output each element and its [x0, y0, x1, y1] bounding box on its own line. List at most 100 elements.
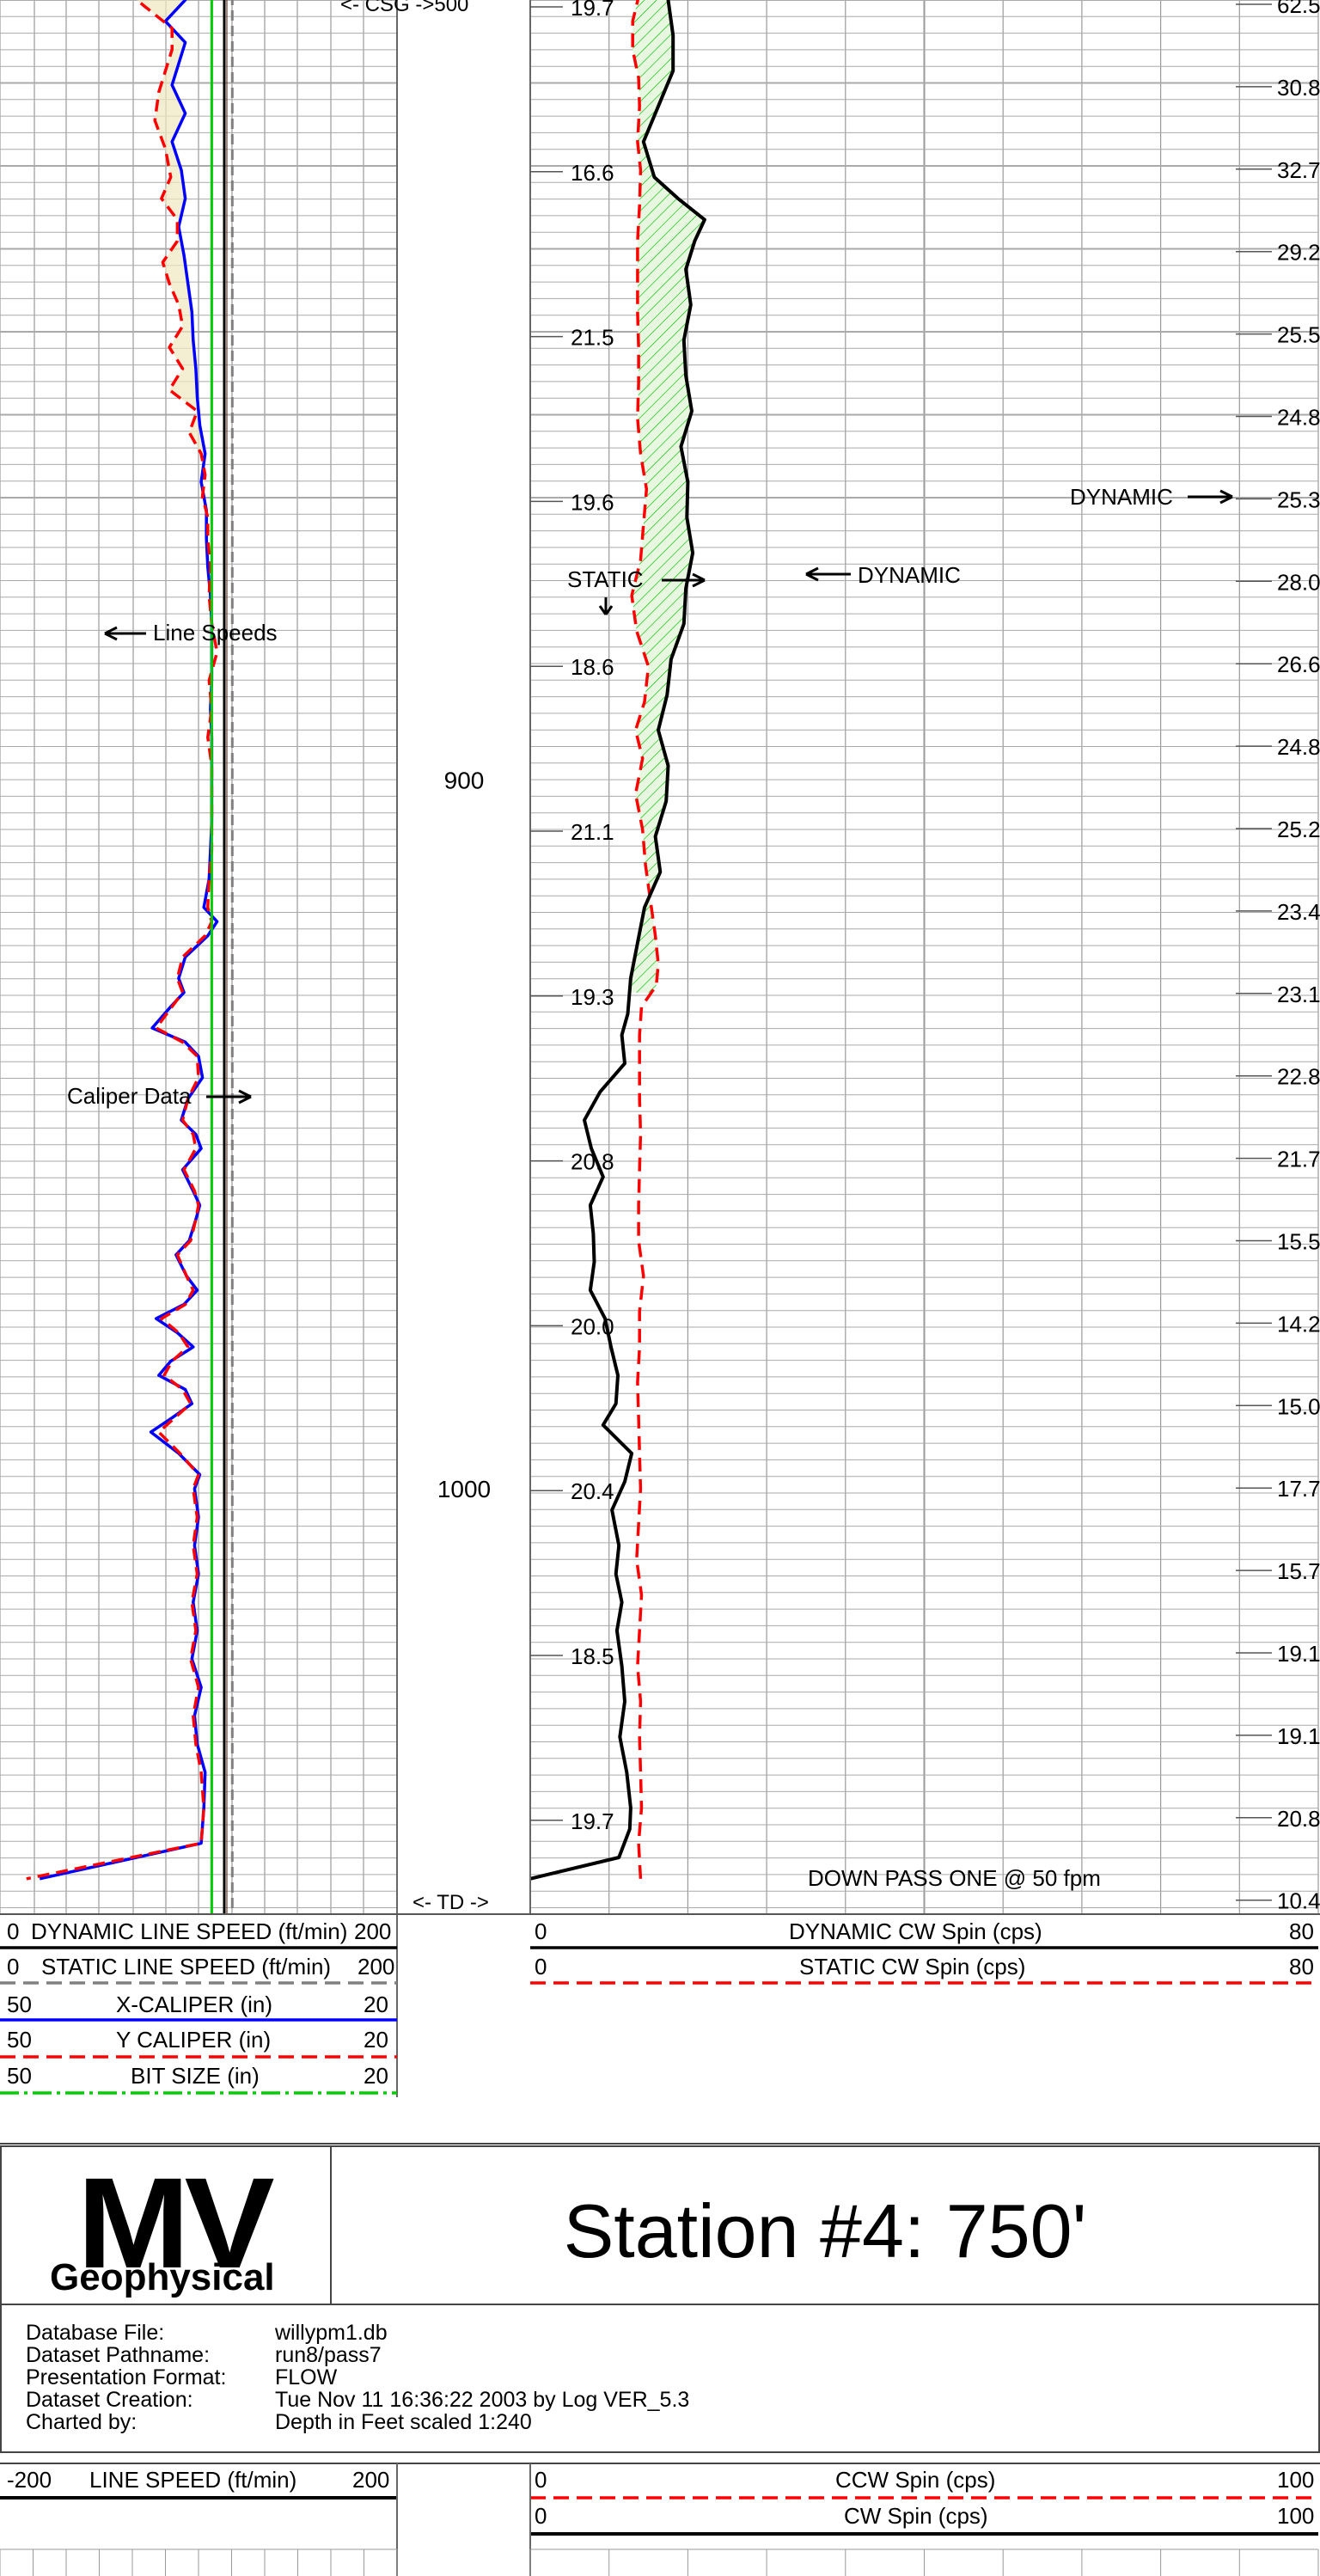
- line-speeds-annotation: Line Speeds: [153, 620, 278, 646]
- track-value-right: 25.5: [1277, 322, 1320, 348]
- legend-stat-cw-left: 0: [535, 1954, 547, 1979]
- logo-geophysical: Geophysical: [50, 2256, 275, 2298]
- legend-cw-left: 0: [535, 2503, 547, 2529]
- td-annotation: <- TD ->: [412, 1891, 489, 1914]
- track-value-right: 15.7: [1277, 1558, 1320, 1584]
- track-value-right: 23.4: [1277, 899, 1320, 925]
- track-value-left: 19.6: [571, 489, 614, 515]
- static-down-arrow: [598, 597, 614, 615]
- track-value-left: 16.6: [571, 160, 614, 186]
- info-value: Tue Nov 11 16:36:22 2003 by Log VER_5.3: [275, 2388, 690, 2412]
- track-value-left: 20.0: [571, 1313, 614, 1339]
- info-label: Presentation Format:: [26, 2365, 227, 2389]
- track-value-right: 20.8: [1277, 1806, 1320, 1832]
- track-value-right: 24.8: [1277, 405, 1320, 431]
- track-value-right: 30.8: [1277, 75, 1320, 101]
- legend-xcal-label: X-CALIPER (in): [116, 1992, 273, 2017]
- line-speeds-arrow: [104, 626, 146, 641]
- track-value-right: 10.4: [1277, 1888, 1320, 1914]
- track-value-right: 62.5: [1277, 0, 1320, 18]
- info-value: Depth in Feet scaled 1:240: [275, 2410, 532, 2434]
- track-value-left: 20.8: [571, 1149, 614, 1175]
- caliper-fill: [137, 0, 211, 567]
- legend-dyn-line-right: 200: [354, 1918, 392, 1944]
- info-label: Charted by:: [26, 2410, 138, 2434]
- track-value-right: 15.5: [1277, 1229, 1320, 1255]
- legend-dyn-line-left: 0: [7, 1918, 20, 1944]
- track-value-left: 20.4: [571, 1478, 614, 1504]
- legend-xcal-left: 50: [7, 1992, 32, 2017]
- track-value-right: 32.7: [1277, 157, 1320, 183]
- legend-ccw-left: 0: [535, 2467, 547, 2493]
- caliper-annotation: Caliper Data: [67, 1083, 192, 1109]
- info-frame: [0, 2304, 1320, 2453]
- track-value-right: 24.8: [1277, 734, 1320, 760]
- track-value-right: 25.2: [1277, 817, 1320, 842]
- legend-xcal-right: 20: [364, 1992, 388, 2017]
- info-label: Dataset Pathname:: [26, 2343, 211, 2367]
- track-value-right: 26.6: [1277, 652, 1320, 677]
- track-value-right: 28.0: [1277, 569, 1320, 595]
- legend-dyn-cw-left: 0: [535, 1918, 547, 1944]
- dynamic-arrow-right: [1188, 489, 1233, 505]
- legend-dyn-line-label: DYNAMIC LINE SPEED (ft/min): [31, 1918, 348, 1944]
- legend-cw-label: CW Spin (cps): [844, 2503, 988, 2529]
- info-value: FLOW: [275, 2365, 338, 2389]
- dynamic-arrow: [805, 566, 851, 582]
- static-annotation: STATIC: [567, 566, 644, 592]
- track-value-right: 17.7: [1277, 1476, 1320, 1502]
- legend-cw-right: 100: [1277, 2503, 1315, 2529]
- track-value-left: 18.5: [571, 1643, 614, 1669]
- dynamic-cw-spin-line: [529, 0, 706, 1881]
- pass-annotation: DOWN PASS ONE @ 50 fpm: [808, 1865, 1101, 1891]
- legend-line-speed-label: LINE SPEED (ft/min): [89, 2467, 297, 2493]
- track-value-left: 19.7: [571, 0, 614, 21]
- track-value-right: 23.1: [1277, 982, 1320, 1007]
- station-title: Station #4: 750': [563, 2188, 1087, 2273]
- track-value-right: 22.8: [1277, 1064, 1320, 1090]
- info-value: willypm1.db: [275, 2321, 388, 2345]
- left-track-grid: [0, 0, 398, 1914]
- legend-line-speed-right: 200: [352, 2467, 390, 2493]
- track-value-right: 19.1: [1277, 1723, 1320, 1749]
- y-caliper-line: [26, 0, 219, 1881]
- legend-ccw-label: CCW Spin (cps): [835, 2467, 996, 2493]
- spin-fill: [629, 0, 705, 993]
- legend-ycal-right: 20: [364, 2027, 388, 2053]
- legend-ycal-label: Y CALIPER (in): [116, 2027, 272, 2053]
- legend-line-speed-left: -200: [7, 2467, 52, 2493]
- track-value-left: 19.3: [571, 984, 614, 1010]
- track-value-left: 21.1: [571, 819, 614, 845]
- legend-bit-left: 50: [7, 2063, 32, 2089]
- info-value: run8/pass7: [275, 2343, 382, 2367]
- legend-bit-right: 20: [364, 2063, 388, 2089]
- static-arrow: [662, 572, 706, 588]
- track-value-right: 29.2: [1277, 240, 1320, 266]
- legend-stat-line-right: 200: [358, 1954, 395, 1979]
- legend-ccw-right: 100: [1277, 2467, 1315, 2493]
- track-value-left: 19.7: [571, 1808, 614, 1834]
- legend-bit-label: BIT SIZE (in): [131, 2063, 260, 2089]
- legend-stat-cw-label: STATIC CW Spin (cps): [799, 1954, 1026, 1979]
- logo-mv: MV: [76, 2151, 275, 2295]
- info-label: Database File:: [26, 2321, 165, 2345]
- depth-label: 900: [444, 767, 485, 793]
- track-value-right: 14.2: [1277, 1311, 1320, 1337]
- info-label: Dataset Creation:: [26, 2388, 193, 2412]
- track-value-right: 21.7: [1277, 1147, 1320, 1172]
- track-value-right: 19.1: [1277, 1641, 1320, 1667]
- legend-dyn-cw-right: 80: [1289, 1918, 1314, 1944]
- track-value-right: 25.3: [1277, 486, 1320, 512]
- legend-stat-line-left: 0: [7, 1954, 20, 1979]
- depth-label: 1000: [437, 1476, 491, 1502]
- plot-area: [26, 0, 706, 1914]
- legend-dyn-cw-label: DYNAMIC CW Spin (cps): [789, 1918, 1042, 1944]
- legend-ycal-left: 50: [7, 2027, 32, 2053]
- legend-stat-cw-right: 80: [1289, 1954, 1314, 1979]
- csg-annotation: <- CSG ->500: [340, 0, 468, 16]
- dynamic-annotation: DYNAMIC: [858, 562, 961, 588]
- dynamic-annotation-right: DYNAMIC: [1070, 484, 1173, 510]
- legend-stat-line-label: STATIC LINE SPEED (ft/min): [41, 1954, 332, 1979]
- track-value-right: 15.0: [1277, 1393, 1320, 1419]
